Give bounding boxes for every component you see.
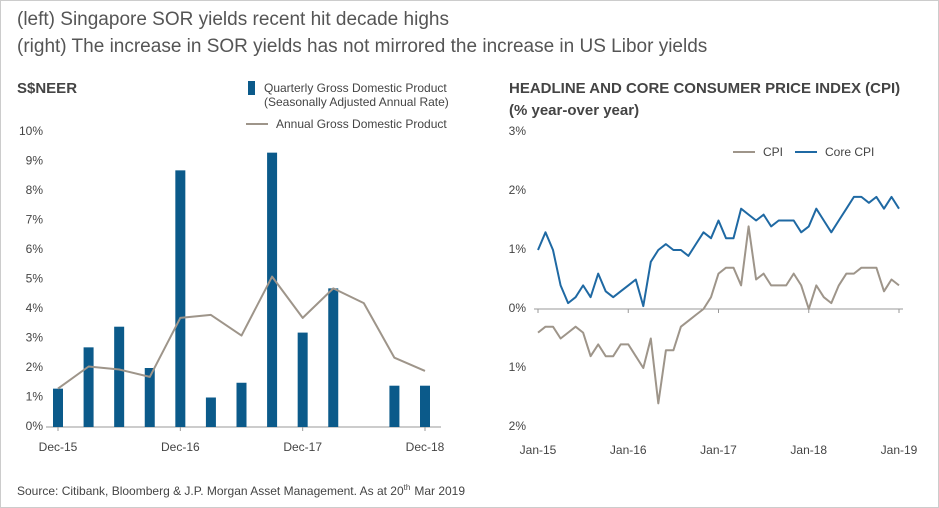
bar: [389, 385, 400, 427]
source: Source: Citibank, Bloomberg & J.P. Morga…: [17, 483, 465, 498]
chart-title: S$NEER: [17, 80, 77, 97]
chart-title: HEADLINE AND CORE CONSUMER PRICE INDEX (…: [509, 80, 900, 97]
bar: [83, 347, 94, 427]
y-tick-label: 1%: [509, 242, 527, 256]
line: [537, 195, 900, 308]
y-tick-label: 2%: [509, 183, 527, 197]
legend-swatch-bar: [248, 81, 255, 95]
legend-item: Annual Gross Domestic Product: [246, 117, 486, 131]
page-title: (right) The increase in SOR yields has n…: [17, 36, 708, 57]
bar: [420, 385, 430, 427]
legend-item: CPI: [733, 145, 783, 159]
legend-swatch: [248, 81, 255, 95]
x-tick-label: Jan-15: [520, 443, 557, 457]
x-tick-label: Dec-18: [406, 440, 445, 454]
y-tick-label: 3%: [509, 124, 527, 138]
y-tick-label: 2%: [26, 360, 44, 374]
x-tick-label: Jan-18: [790, 443, 827, 457]
y-tick-label: 10%: [19, 124, 43, 138]
source-superscript: th: [403, 483, 411, 492]
x-tick-label: Dec-16: [161, 440, 200, 454]
legend-label: CPI: [763, 145, 784, 159]
y-tick-label: 0%: [26, 419, 44, 433]
y-tick-label: 2%: [509, 419, 527, 433]
x-tick-label: Dec-15: [39, 440, 78, 454]
legend-label: Core CPI: [825, 145, 875, 159]
bar: [205, 397, 216, 427]
legend-label: Quarterly Gross Domestic Product (Season…: [264, 81, 449, 109]
legend: Quarterly Gross Domestic Product (Season…: [246, 81, 486, 139]
legend: CPI Core CPI: [733, 145, 886, 159]
legend-swatch: [733, 151, 755, 153]
source-text: Mar 2019: [414, 484, 466, 498]
y-tick-label: 9%: [26, 154, 44, 168]
x-tick-label: Jan-19: [881, 443, 918, 457]
y-tick-label: 0%: [509, 301, 527, 315]
chart-subtitle: (% year-over year): [509, 102, 639, 119]
bar: [297, 332, 308, 427]
bar: [267, 152, 278, 427]
bar: [144, 368, 155, 427]
legend-item: Quarterly Gross Domestic Product (Season…: [246, 81, 486, 109]
page-title: (left) Singapore SOR yields recent hit d…: [17, 9, 449, 30]
bar: [53, 388, 63, 427]
bar: [114, 326, 125, 427]
bar: [328, 288, 339, 427]
x-tick-label: Jan-17: [700, 443, 737, 457]
y-tick-label: 4%: [26, 301, 44, 315]
legend-item: Core CPI: [795, 145, 874, 159]
line: [57, 275, 426, 390]
bar: [175, 170, 186, 427]
legend-label: Annual Gross Domestic Product: [276, 117, 447, 131]
y-tick-label: 1%: [509, 360, 527, 374]
y-tick-label: 3%: [26, 331, 44, 345]
line: [537, 225, 900, 405]
legend-swatch: [246, 123, 268, 125]
y-tick-label: 5%: [26, 272, 44, 286]
x-tick-label: Dec-17: [283, 440, 322, 454]
bar: [236, 382, 247, 427]
legend-swatch: [795, 151, 818, 153]
y-tick-label: 1%: [26, 390, 44, 404]
y-tick-label: 7%: [26, 213, 44, 227]
x-tick-label: Jan-16: [610, 443, 647, 457]
y-tick-label: 6%: [26, 242, 44, 256]
source-text: Source: Citibank, Bloomberg & J.P. Morga…: [17, 484, 404, 498]
y-tick-label: 8%: [26, 183, 44, 197]
